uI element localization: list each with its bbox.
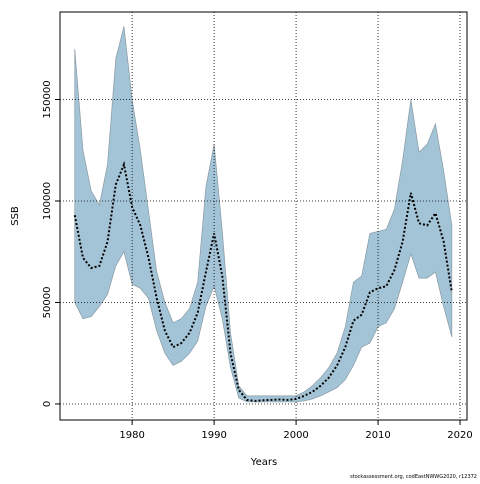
footnote: stockassessment.org, codEastNWWG2020, r1… xyxy=(350,474,477,480)
y-tick-label: 100000 xyxy=(42,182,53,220)
y-tick-label: 150000 xyxy=(42,80,53,118)
plot-frame xyxy=(59,11,468,421)
x-tick-label: 2000 xyxy=(283,430,308,441)
x-tick-label: 2010 xyxy=(365,430,390,441)
confidence-band xyxy=(74,26,453,403)
x-axis-label: Years xyxy=(250,457,277,468)
ssb-line xyxy=(73,160,453,402)
x-tick-label: 2020 xyxy=(447,430,472,441)
y-tick-label: 0 xyxy=(42,401,53,407)
y-axis-label: SSB xyxy=(10,206,21,226)
x-tick-label: 1980 xyxy=(119,430,144,441)
y-tick-label: 50000 xyxy=(42,287,53,319)
x-tick-label: 1990 xyxy=(201,430,226,441)
